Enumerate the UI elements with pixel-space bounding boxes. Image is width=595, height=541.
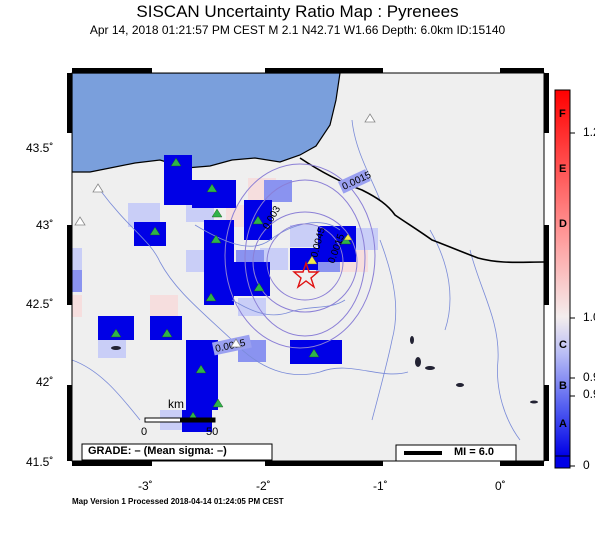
scale-unit: km <box>168 397 184 411</box>
colorbar-base <box>554 455 571 469</box>
lat-tick-43-5: 43.5˚ <box>26 141 54 155</box>
colorbar-letter-c: C <box>559 339 567 351</box>
colorbar-value-0: 0 <box>583 458 590 472</box>
colorbar-value-1-2: 1.2 <box>583 125 595 139</box>
colorbar-letter-b: B <box>559 380 567 392</box>
lon-tick-minus-2: -2˚ <box>256 479 271 493</box>
grade-box <box>81 443 273 461</box>
colorbar-value-0-9b: 0.9 <box>583 387 595 401</box>
footer-processed: Map Version 1 Processed 2018-04-14 01:24… <box>72 497 284 506</box>
frame-ticks <box>67 68 549 466</box>
scale-bar <box>144 417 216 423</box>
lon-tick-0: 0˚ <box>495 479 506 493</box>
rivers <box>72 119 521 441</box>
grade-text: GRADE: – (Mean sigma: –) <box>88 445 227 457</box>
colorbar <box>554 89 571 457</box>
colorbar-letter-a: A <box>559 418 567 430</box>
scale-end: 50 <box>206 426 219 438</box>
colorbar-value-0-9a: 0.9 <box>583 370 595 384</box>
colorbar-letter-e: E <box>559 163 567 175</box>
lon-tick-minus-1: -1˚ <box>373 479 388 493</box>
station-markers <box>110 157 352 421</box>
uncertainty-contours <box>224 163 376 349</box>
station-yellow-markers <box>306 233 353 265</box>
lat-tick-43: 43˚ <box>36 218 54 232</box>
sea-area <box>72 73 341 173</box>
mi-legend-text: MI = 6.0 <box>454 446 495 458</box>
mi-legend-box <box>395 444 517 462</box>
lat-tick-42-5: 42.5˚ <box>26 297 54 311</box>
epicenter-star <box>292 260 320 289</box>
colorbar-value-1-0: 1.0 <box>583 310 595 324</box>
event-subtitle: Apr 14, 2018 01:21:57 PM CEST M 2.1 N42.… <box>89 23 506 37</box>
map-title: SISCAN Uncertainty Ratio Map : Pyrenees <box>136 2 459 21</box>
lat-tick-42: 42˚ <box>36 375 54 389</box>
scale-start: 0 <box>141 426 148 438</box>
mi-legend-line <box>404 451 442 455</box>
lon-tick-minus-3: -3˚ <box>138 479 153 493</box>
station-unused-markers <box>74 113 376 348</box>
colorbar-letter-f: F <box>559 108 566 120</box>
colorbar-letter-d: D <box>559 218 567 230</box>
lakes <box>111 336 538 404</box>
colorbar-ticks <box>570 132 575 467</box>
lat-tick-41-5: 41.5˚ <box>26 455 54 469</box>
